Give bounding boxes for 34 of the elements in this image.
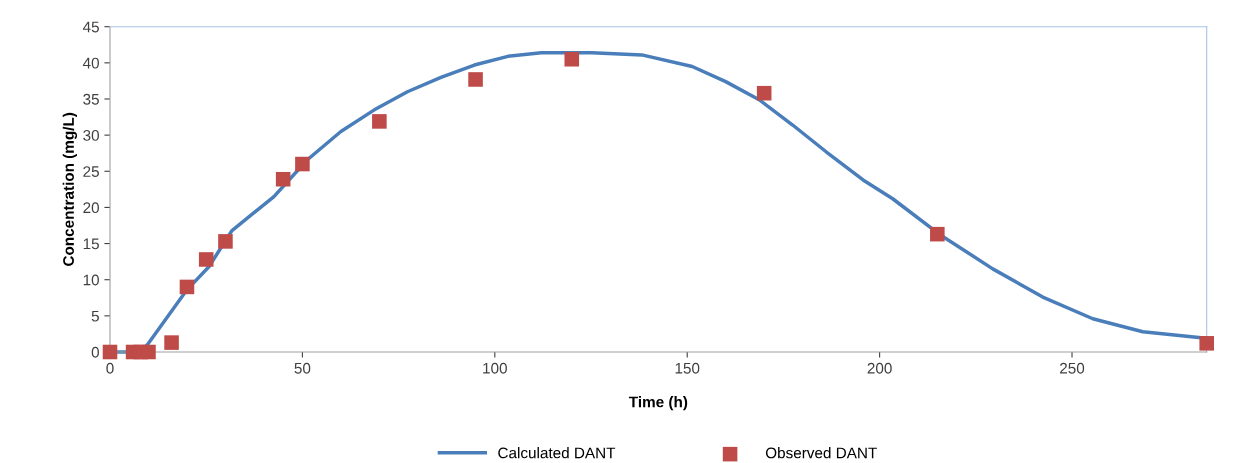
- y-tick-label: 35: [83, 93, 99, 105]
- point: [564, 51, 580, 67]
- y-tick-label: 0: [91, 346, 99, 358]
- y-tick-label: 10: [83, 274, 99, 286]
- legend-label: Calculated DANT: [498, 447, 616, 459]
- point: [179, 279, 195, 295]
- point: [102, 344, 118, 360]
- point: [372, 114, 387, 129]
- x-tick-label: 200: [867, 362, 892, 374]
- point: [275, 171, 291, 187]
- y-tick-label: 25: [83, 166, 99, 177]
- y-tick-label: 45: [82, 21, 99, 33]
- y-tick-label: 20: [83, 202, 99, 214]
- x-tick-label: 250: [1060, 362, 1085, 374]
- legend-label: Observed DANT: [765, 447, 877, 459]
- x-tick-label: 100: [483, 362, 507, 374]
- y-axis-title: Concentration (mg/L): [62, 112, 78, 266]
- point: [218, 234, 233, 249]
- x-tick-label: 150: [675, 362, 700, 374]
- point: [198, 252, 214, 267]
- point: [756, 85, 772, 101]
- point: [930, 226, 945, 242]
- y-tick-label: 30: [83, 130, 99, 141]
- point: [164, 335, 179, 350]
- x-tick-label: 50: [294, 362, 311, 374]
- x-axis-title: Time (h): [628, 396, 688, 411]
- point: [1199, 336, 1214, 351]
- point: [295, 156, 310, 172]
- x-tick-label: 0: [106, 362, 114, 374]
- y-tick-label: 15: [83, 238, 99, 250]
- y-tick-label: 40: [82, 57, 99, 69]
- point: [468, 72, 483, 87]
- y-tick-label: 5: [91, 310, 99, 322]
- point: [141, 344, 156, 360]
